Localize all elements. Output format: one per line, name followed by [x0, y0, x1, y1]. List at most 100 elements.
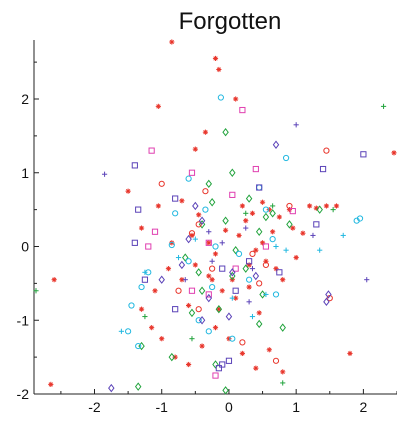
data-point-plus: [364, 277, 370, 283]
data-point-diamond: [134, 382, 142, 391]
x-tick-label: -2: [88, 399, 101, 415]
data-point-circle: [229, 335, 236, 342]
data-point-circle: [195, 317, 202, 324]
data-point-circle: [202, 188, 209, 195]
x-tick-label: 2: [359, 399, 367, 415]
data-point-diamond: [245, 194, 253, 203]
data-point-plus: [33, 288, 39, 294]
data-point-asterisk: [280, 369, 286, 375]
data-point-diamond: [259, 290, 266, 299]
data-point-plus: [249, 266, 256, 272]
data-point-circle: [158, 180, 165, 187]
data-point-diamond: [252, 271, 260, 281]
data-point-asterisk: [196, 212, 202, 218]
data-point-asterisk: [216, 66, 222, 73]
data-point-plus: [189, 336, 195, 342]
data-point-square: [151, 228, 159, 235]
data-point-asterisk: [259, 199, 266, 205]
data-point-asterisk: [138, 225, 145, 231]
data-point-asterisk: [391, 150, 397, 156]
data-point-diamond: [138, 341, 145, 351]
data-point-square: [256, 184, 263, 191]
data-point-square: [262, 243, 270, 250]
data-point-diamond: [208, 198, 216, 207]
data-point-square: [131, 239, 138, 246]
data-point-circle: [272, 291, 280, 298]
data-point-diamond: [108, 383, 115, 393]
data-point-asterisk: [219, 288, 225, 294]
data-point-circle: [135, 342, 142, 350]
data-point-circle: [239, 339, 246, 346]
data-point-plus: [273, 243, 279, 250]
data-point-plus: [249, 313, 256, 320]
data-point-diamond: [205, 293, 213, 303]
chart-title: Forgotten: [179, 8, 282, 35]
data-point-asterisk: [333, 203, 340, 209]
data-point-asterisk: [186, 361, 192, 368]
data-point-circle: [256, 280, 263, 287]
data-point-diamond: [205, 179, 213, 189]
data-point-square: [313, 221, 320, 228]
data-point-circle: [246, 276, 253, 283]
data-point-asterisk: [276, 214, 282, 220]
data-point-diamond: [215, 304, 223, 314]
data-point-diamond: [286, 220, 293, 229]
data-point-asterisk: [256, 310, 262, 316]
data-point-diamond: [188, 308, 196, 318]
data-point-circle: [282, 154, 290, 162]
data-point-circle: [269, 236, 276, 243]
data-point-asterisk: [149, 325, 155, 331]
data-point-square: [205, 291, 212, 298]
data-point-asterisk: [270, 229, 276, 235]
data-point-plus: [270, 203, 276, 209]
data-point-diamond: [325, 290, 332, 299]
y-tick-label: 1: [21, 165, 29, 181]
data-point-diamond: [195, 268, 202, 277]
data-point-square: [148, 147, 155, 154]
data-point-square: [252, 165, 259, 173]
data-point-plus: [118, 328, 124, 334]
data-point-asterisk: [179, 198, 185, 204]
data-point-plus: [219, 240, 225, 246]
data-point-plus: [142, 313, 148, 320]
data-point-asterisk: [323, 203, 330, 209]
data-point-asterisk: [206, 273, 212, 279]
data-point-asterisk: [246, 284, 252, 290]
data-point-asterisk: [155, 103, 161, 109]
data-point-circle: [272, 357, 280, 364]
data-point-diamond: [323, 297, 330, 307]
data-point-asterisk: [202, 129, 209, 135]
data-point-square: [219, 361, 226, 368]
data-point-square: [215, 365, 222, 372]
data-point-circle: [286, 202, 293, 210]
data-point-circle: [185, 258, 192, 265]
data-point-asterisk: [169, 39, 175, 45]
data-point-asterisk: [186, 302, 192, 309]
data-point-asterisk: [212, 325, 219, 331]
data-point-asterisk: [266, 347, 272, 353]
data-point-asterisk: [236, 232, 242, 239]
data-point-circle: [125, 328, 132, 335]
data-point-diamond: [192, 201, 199, 211]
data-point-asterisk: [159, 336, 165, 342]
data-point-diamond: [316, 205, 323, 214]
data-point-diamond: [255, 319, 263, 329]
data-point-diamond: [198, 220, 206, 229]
data-point-square: [232, 287, 239, 294]
data-point-diamond: [229, 271, 236, 281]
data-point-square: [360, 151, 367, 158]
data-point-plus: [263, 291, 269, 298]
data-point-diamond: [229, 168, 236, 177]
data-point-diamond: [212, 360, 219, 369]
data-point-asterisk: [253, 365, 259, 371]
data-point-plus: [229, 295, 235, 301]
data-point-diamond: [168, 352, 176, 362]
data-point-circle: [217, 94, 224, 101]
data-point-asterisk: [138, 306, 145, 312]
data-point-diamond: [222, 216, 229, 225]
data-point-asterisk: [165, 266, 172, 272]
y-tick-label: 0: [21, 239, 29, 255]
data-point-diamond: [222, 386, 229, 395]
data-point-asterisk: [125, 188, 131, 194]
